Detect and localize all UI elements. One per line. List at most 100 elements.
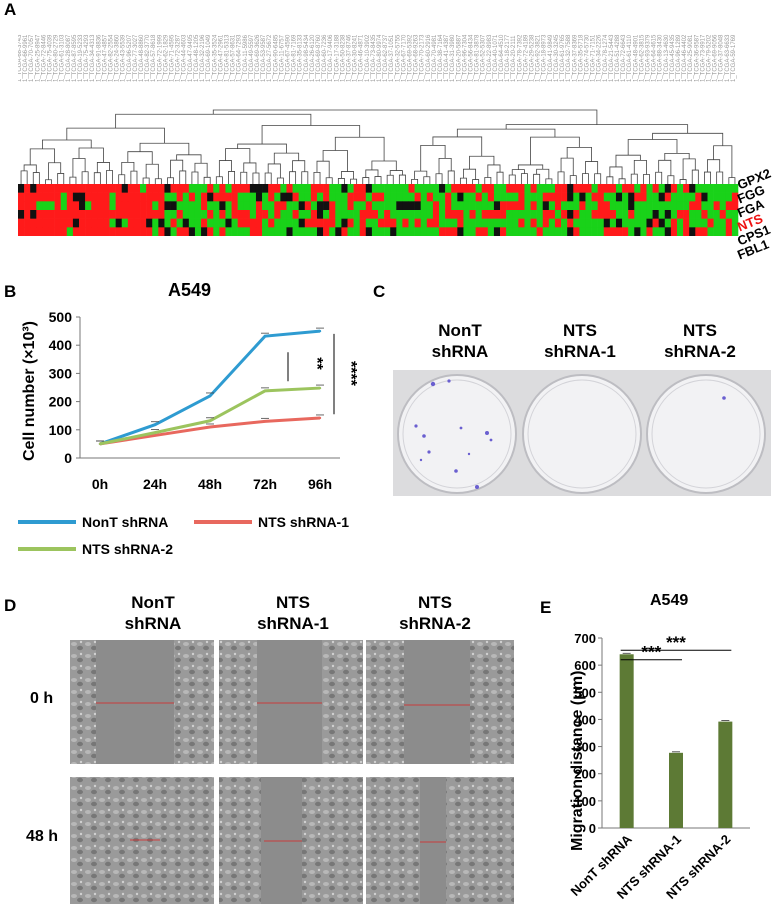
svg-text:1_TCGA-64-7293: 1_TCGA-64-7293	[237, 34, 243, 82]
bar-2	[718, 721, 733, 828]
svg-text:1_TCGA-62-1829: 1_TCGA-62-1829	[163, 34, 169, 82]
svg-text:1_TCGA-43-5539: 1_TCGA-43-5539	[121, 34, 127, 82]
colony-well-nont	[397, 374, 517, 494]
expression-heatmap	[18, 184, 739, 236]
svg-text:1_TCGA-70-4981: 1_TCGA-70-4981	[432, 34, 438, 82]
panel-d-label: D	[4, 596, 17, 615]
svg-text:1_TCGA-81-5313: 1_TCGA-81-5313	[224, 34, 230, 82]
image-48h-nts1	[219, 777, 363, 904]
legend-item-nont: NonT shRNA	[18, 514, 168, 530]
svg-text:1_TCGA-69-1049: 1_TCGA-69-1049	[206, 34, 212, 82]
svg-text:1_TCGA-37-8746: 1_TCGA-37-8746	[346, 34, 352, 82]
point-2-1	[153, 431, 157, 434]
svg-text:1_TCGA-46-4402: 1_TCGA-46-4402	[682, 34, 688, 82]
svg-text:1_TCGA-69-8760: 1_TCGA-69-8760	[316, 34, 322, 82]
svg-text:1_TCGA-67-7170: 1_TCGA-67-7170	[401, 34, 407, 82]
svg-text:1_TCGA-96-7304: 1_TCGA-96-7304	[462, 34, 468, 82]
svg-text:1_TCGA-38-7164: 1_TCGA-38-7164	[438, 34, 444, 82]
colony-plate-photo	[393, 370, 771, 496]
svg-text:1_TCGA-78-7392: 1_TCGA-78-7392	[517, 34, 523, 82]
svg-text:1_TCGA-53-9587: 1_TCGA-53-9587	[261, 34, 267, 82]
legend-swatch-nts1	[194, 520, 252, 524]
svg-text:1_TCGA-31-3980: 1_TCGA-31-3980	[450, 34, 456, 82]
d-header-nont: NonT shRNA	[98, 592, 208, 634]
svg-text:1_TCGA-17-3188: 1_TCGA-17-3188	[334, 34, 340, 82]
svg-text:1_TCGA-68-9263: 1_TCGA-68-9263	[414, 34, 420, 82]
point-0-3	[263, 334, 267, 338]
svg-text:1_TCGA-70-2173: 1_TCGA-70-2173	[420, 34, 426, 82]
image-48h-nts2	[366, 777, 514, 904]
point-0-2	[208, 394, 212, 398]
svg-text:1_TCGA-18-2177: 1_TCGA-18-2177	[505, 34, 511, 82]
svg-text:1_TCGA-72-6643: 1_TCGA-72-6643	[621, 34, 627, 82]
svg-text:1_TCGA-75-4293: 1_TCGA-75-4293	[84, 34, 90, 82]
svg-text:1_TCGA-19-5233: 1_TCGA-19-5233	[78, 34, 84, 82]
svg-text:1_TCGA-47-2961: 1_TCGA-47-2961	[218, 34, 224, 82]
point-0-4	[318, 329, 322, 333]
y-tick-label-700: 700	[574, 631, 596, 646]
panel-e-label: E	[540, 598, 552, 617]
svg-text:1_TCGA-93-9379: 1_TCGA-93-9379	[645, 34, 651, 82]
svg-text:1_TCGA-30-3245: 1_TCGA-30-3245	[554, 34, 560, 82]
svg-text:1_TCGA-51-4288: 1_TCGA-51-4288	[615, 34, 621, 82]
svg-text:1_TCGA-61-9765: 1_TCGA-61-9765	[560, 34, 566, 82]
svg-text:1_TCGA-52-5307: 1_TCGA-52-5307	[481, 34, 487, 82]
y-tick-label-300: 300	[49, 365, 73, 381]
legend-swatch-nont	[18, 520, 76, 524]
svg-text:1_TCGA-35-3524: 1_TCGA-35-3524	[212, 34, 218, 82]
svg-text:1_TCGA-48-1205: 1_TCGA-48-1205	[194, 34, 200, 82]
svg-text:1_TCGA-81-7169: 1_TCGA-81-7169	[292, 34, 298, 82]
svg-text:1_TCGA-48-8860: 1_TCGA-48-8860	[139, 34, 145, 82]
y-tick-label-300: 300	[574, 740, 596, 755]
svg-text:1_TCGA-28-8087: 1_TCGA-28-8087	[66, 34, 72, 82]
svg-text:1_TCGA-22-8983: 1_TCGA-22-8983	[487, 34, 493, 82]
svg-text:1_TCGA-32-5755: 1_TCGA-32-5755	[395, 34, 401, 82]
svg-text:1_TCGA-72-4189: 1_TCGA-72-4189	[523, 34, 529, 82]
svg-text:1_TCGA-75-4039: 1_TCGA-75-4039	[48, 34, 54, 82]
svg-text:1_TCGA-11-6757: 1_TCGA-11-6757	[279, 34, 285, 82]
dendrogram	[20, 109, 736, 184]
svg-text:1_TCGA-64-4615: 1_TCGA-64-4615	[652, 34, 658, 82]
c-header-nts1: NTS shRNA-1	[530, 320, 630, 362]
svg-text:1_TCGA-32-2196: 1_TCGA-32-2196	[200, 34, 206, 82]
svg-text:1_TCGA-40-1071: 1_TCGA-40-1071	[493, 34, 499, 82]
legend-label-nont: NonT shRNA	[82, 514, 169, 530]
d-header-nts1: NTS shRNA-1	[238, 592, 348, 634]
svg-text:1_TCGA-91-8836: 1_TCGA-91-8836	[96, 34, 102, 82]
svg-text:1_TCGA-46-4871: 1_TCGA-46-4871	[359, 34, 365, 82]
svg-text:1_TCGA-24-3860: 1_TCGA-24-3860	[115, 34, 121, 82]
d-header-nts2: NTS shRNA-2	[380, 592, 490, 634]
svg-text:1_TCGA-82-2554: 1_TCGA-82-2554	[109, 34, 115, 82]
svg-text:1_TCGA-62-8737: 1_TCGA-62-8737	[383, 34, 389, 82]
x-tick-label-3: 72h	[253, 476, 277, 492]
row-label-0h: 0 h	[30, 690, 54, 707]
c-header-nts2: NTS shRNA-2	[650, 320, 750, 362]
d-header-nont-line1: NonT	[131, 593, 175, 612]
svg-text:1_TCGA-20-2111: 1_TCGA-20-2111	[511, 35, 517, 82]
svg-text:1_TCGA-29-5238: 1_TCGA-29-5238	[530, 34, 536, 82]
panel-a-label: A	[4, 0, 17, 19]
svg-text:1_TCGA-67-4590: 1_TCGA-67-4590	[285, 34, 291, 82]
svg-text:1_TCGA-96-5207: 1_TCGA-96-5207	[127, 34, 133, 82]
svg-text:1_TCGA-62-3815: 1_TCGA-62-3815	[639, 34, 645, 82]
d-header-nts1-line1: NTS	[276, 593, 310, 612]
svg-text:1_TCGA-45-9435: 1_TCGA-45-9435	[670, 34, 676, 82]
svg-text:1_TCGA-36-9587: 1_TCGA-36-9587	[694, 34, 700, 82]
colony-well-nts1	[522, 374, 642, 494]
legend-label-nts2: NTS shRNA-2	[82, 541, 174, 557]
y-tick-label-200: 200	[574, 767, 596, 782]
svg-text:1_TCGA-21-5443: 1_TCGA-21-5443	[609, 34, 615, 82]
y-tick-label-0: 0	[64, 450, 72, 466]
svg-text:1_TCGA-73-9917: 1_TCGA-73-9917	[700, 34, 706, 82]
svg-text:1_TCGA-98-5434: 1_TCGA-98-5434	[304, 34, 310, 82]
svg-text:1_TCGA-10-3902: 1_TCGA-10-3902	[365, 34, 371, 82]
svg-text:1_TCGA-48-4901: 1_TCGA-48-4901	[633, 34, 639, 82]
svg-text:1_TCGA-71-4595: 1_TCGA-71-4595	[170, 34, 176, 82]
svg-text:1_TCGA-72-8446: 1_TCGA-72-8446	[41, 34, 47, 82]
point-1-2	[208, 425, 212, 429]
chart-b-title: A549	[168, 280, 212, 300]
legend-label-nts1: NTS shRNA-1	[258, 514, 350, 530]
svg-text:1_TCGA-11-5986: 1_TCGA-11-5986	[243, 34, 249, 82]
image-0h-nts1	[219, 640, 363, 764]
image-48h-nont	[70, 777, 214, 904]
